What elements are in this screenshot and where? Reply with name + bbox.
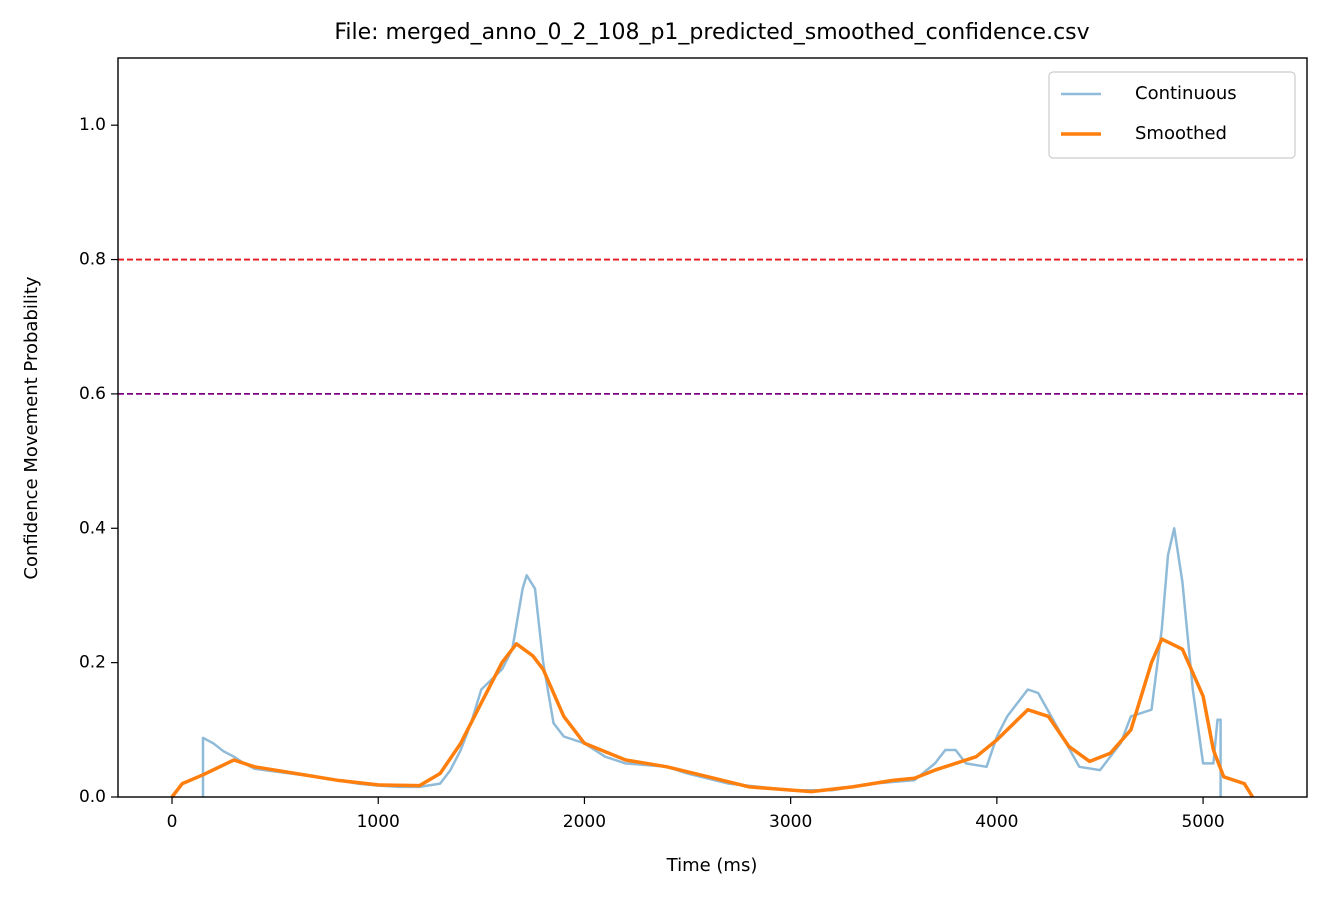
x-tick-label: 2000 bbox=[563, 812, 606, 832]
x-tick-label: 1000 bbox=[357, 812, 400, 832]
legend-label: Smoothed bbox=[1135, 123, 1227, 144]
y-tick-label: 0.2 bbox=[79, 653, 106, 673]
plot-frame bbox=[117, 57, 1308, 798]
series-line bbox=[170, 637, 1255, 799]
x-tick-label: 0 bbox=[167, 812, 178, 832]
chart-title: File: merged_anno_0_2_108_p1_predicted_s… bbox=[334, 20, 1089, 45]
series-line bbox=[201, 527, 1222, 797]
y-axis-label: Confidence Movement Probability bbox=[21, 276, 42, 579]
legend-label: Continuous bbox=[1135, 83, 1237, 104]
x-axis-label: Time (ms) bbox=[666, 855, 758, 876]
x-tick-label: 5000 bbox=[1181, 812, 1224, 832]
y-tick-label: 0.0 bbox=[79, 787, 106, 807]
x-tick-label: 4000 bbox=[975, 812, 1018, 832]
y-tick-label: 0.4 bbox=[79, 518, 106, 538]
y-tick-label: 1.0 bbox=[79, 115, 106, 135]
y-tick-label: 0.8 bbox=[79, 250, 106, 270]
y-tick-label: 0.6 bbox=[79, 384, 106, 404]
legend-box bbox=[1048, 71, 1296, 159]
x-tick-label: 3000 bbox=[769, 812, 812, 832]
